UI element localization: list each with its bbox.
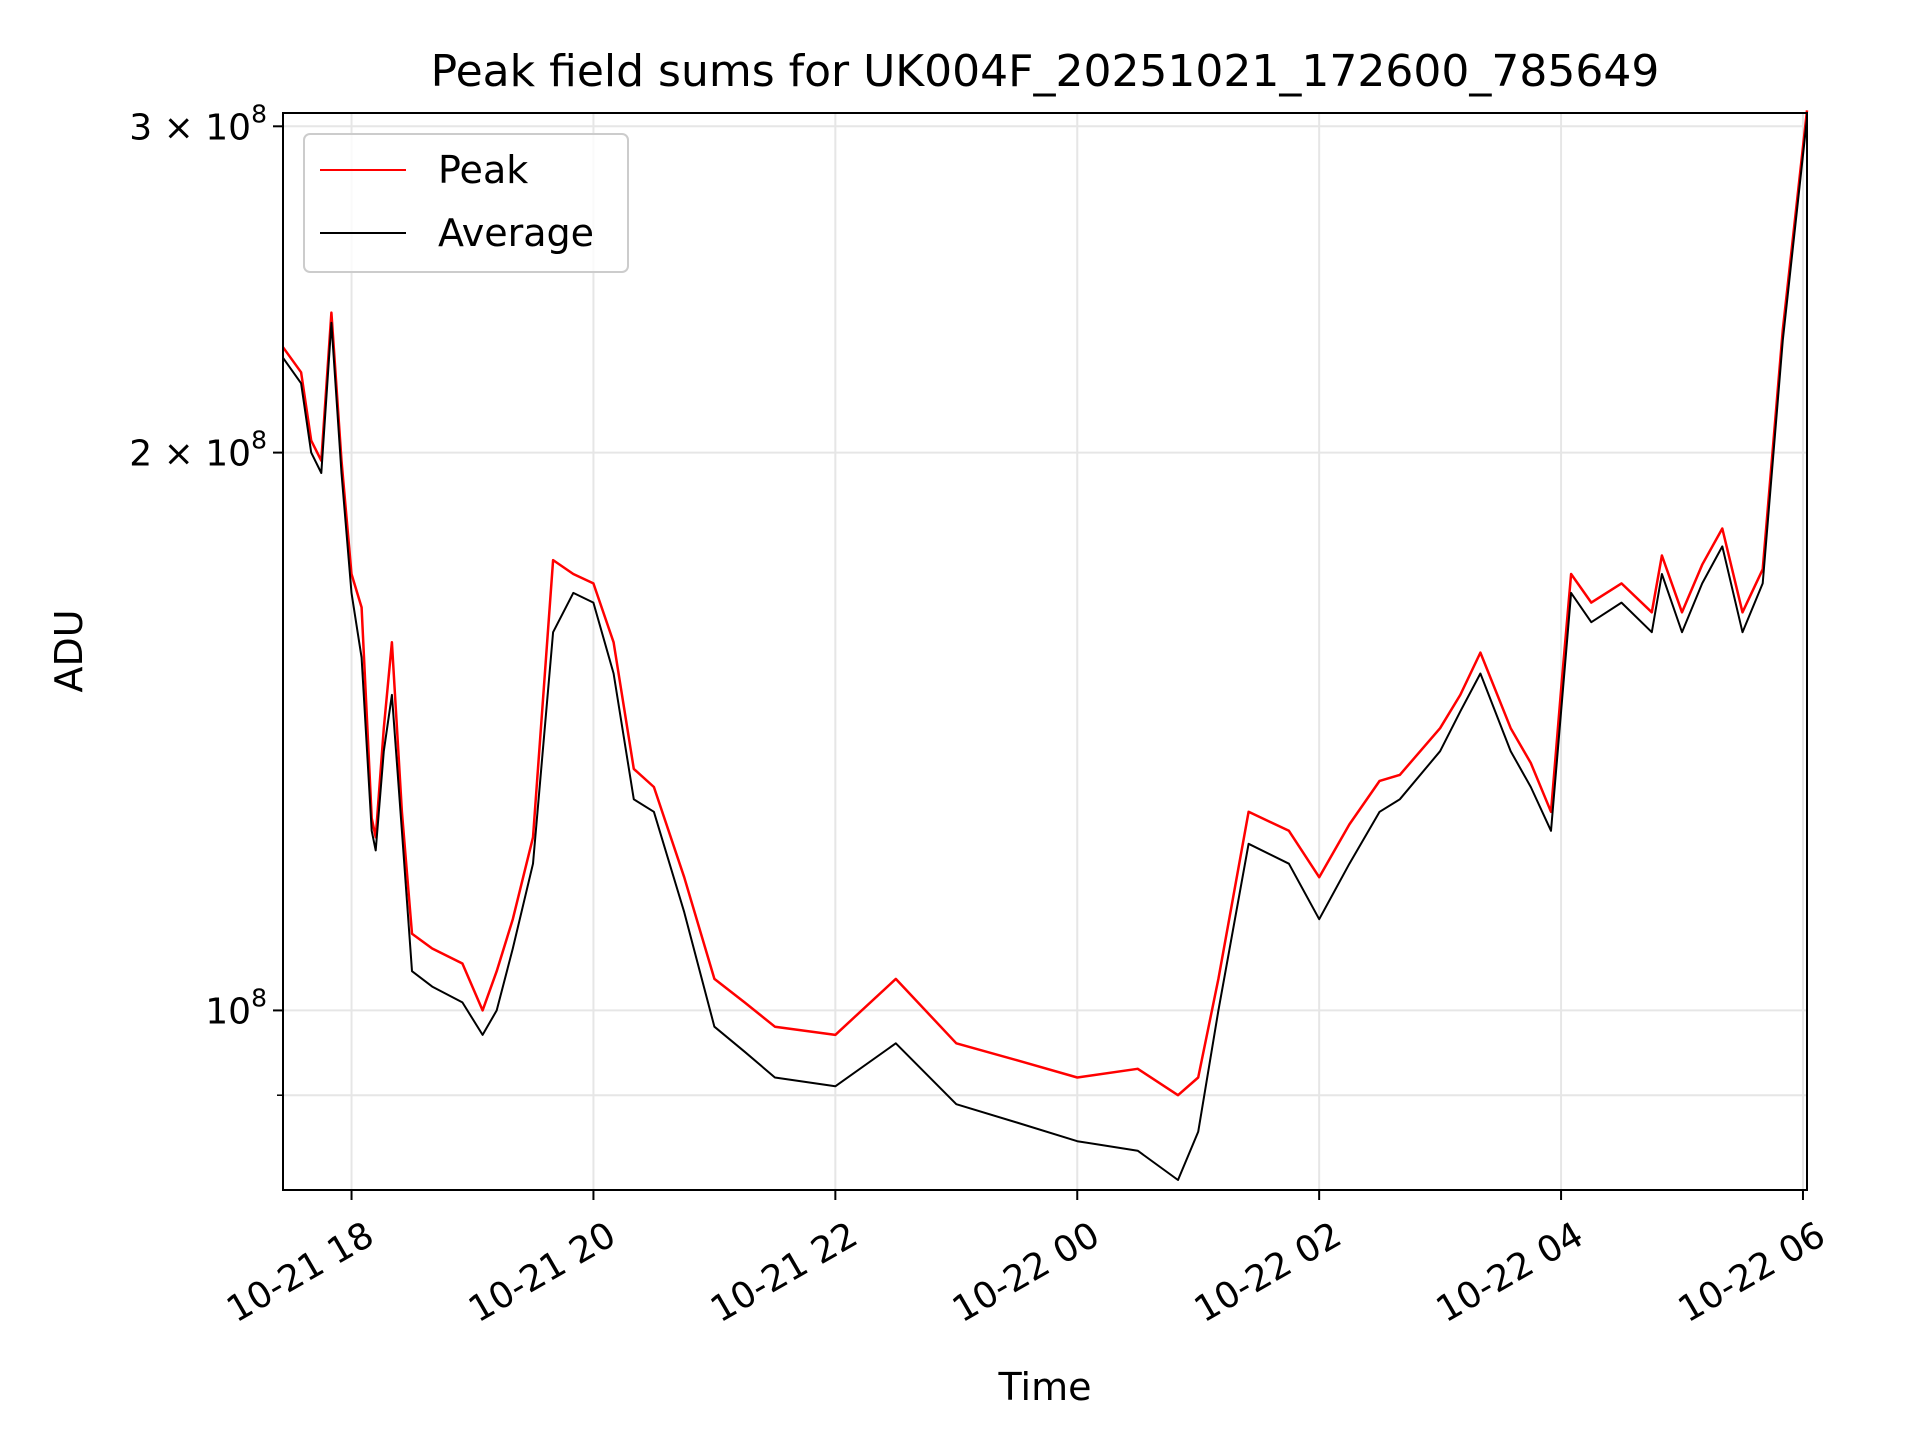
x-tick-label: 10-21 20 (462, 1214, 623, 1330)
y-tick-exponent: 8 (251, 983, 267, 1012)
x-tick-label: 10-22 02 (1188, 1214, 1349, 1330)
y-tick-label: 3 × 10 (129, 107, 251, 148)
series-lines (281, 110, 1809, 1181)
y-axis-label: ADU (47, 609, 91, 692)
x-axis-label: Time (998, 1365, 1092, 1409)
x-axis-ticks: 10-21 18 10-21 20 10-21 22 10-22 00 10-22 02… (220, 1190, 1832, 1331)
x-tick-label: 10-22 06 (1672, 1214, 1833, 1330)
x-tick-label: 10-22 00 (946, 1214, 1107, 1330)
x-tick-label: 10-21 22 (704, 1214, 865, 1330)
y-tick-label: 10 (205, 991, 251, 1032)
chart-title: Peak field sums for UK004F_20251021_1726… (431, 46, 1660, 97)
y-tick-exponent: 8 (251, 99, 267, 128)
legend: Peak Average (303, 133, 629, 273)
y-axis-ticks: 10 82 × 10 83 × 10 8 (129, 99, 283, 1096)
legend-box (303, 133, 629, 273)
x-tick-label: 10-22 04 (1430, 1214, 1591, 1330)
legend-label-average: Average (438, 211, 594, 255)
y-tick-exponent: 8 (251, 426, 267, 455)
x-tick-label: 10-21 18 (220, 1214, 381, 1330)
legend-label-peak: Peak (438, 148, 528, 192)
plot-frame (282, 112, 1808, 1191)
series-line-average (282, 118, 1808, 1181)
gridlines (283, 113, 1807, 1190)
series-line-peak (281, 110, 1809, 1097)
y-tick-label: 2 × 10 (129, 434, 251, 475)
